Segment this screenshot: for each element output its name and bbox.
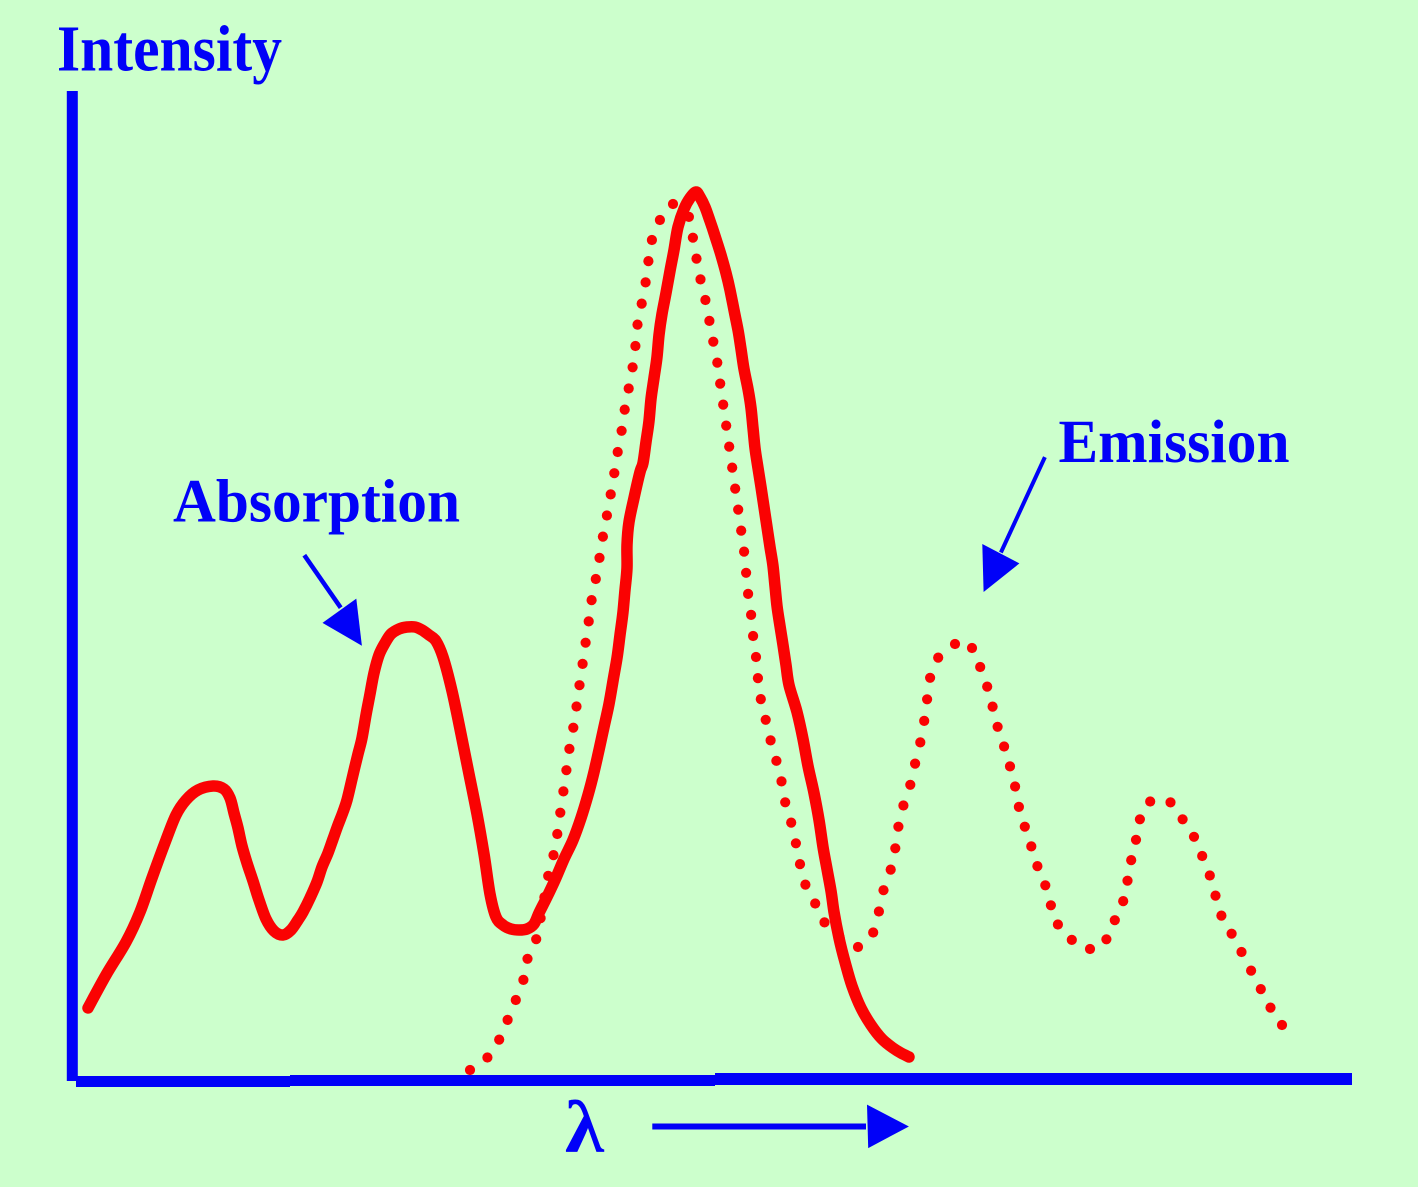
- svg-text:Intensity: Intensity: [57, 13, 282, 86]
- svg-text:λ: λ: [565, 1087, 605, 1169]
- svg-text:Emission: Emission: [1059, 408, 1290, 476]
- svg-text:Absorption: Absorption: [173, 469, 460, 536]
